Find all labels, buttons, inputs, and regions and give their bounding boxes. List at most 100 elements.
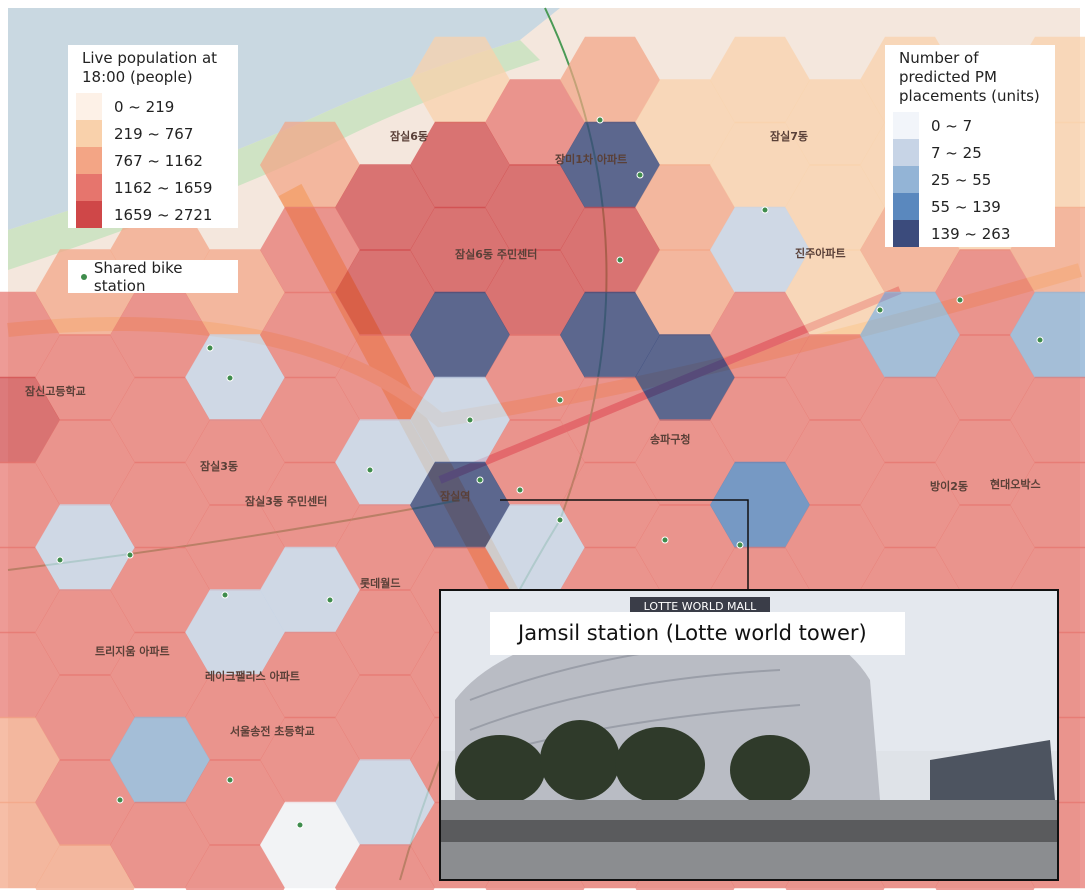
bike-station [876, 306, 884, 314]
bike-station [116, 796, 124, 804]
population-hex [35, 844, 135, 890]
population-hex [560, 206, 660, 294]
population-hex [485, 79, 585, 166]
bike-station [296, 821, 304, 829]
population-hex [635, 419, 735, 506]
pm-hex [410, 376, 510, 464]
place-label: 잠실6동 주민센터 [455, 247, 537, 261]
population-hex [935, 504, 1035, 591]
population-hex [710, 121, 810, 209]
legend-swatch [893, 193, 919, 220]
pm-hex [560, 121, 660, 209]
legend-item: 0 ~ 7 [885, 112, 1055, 139]
mall-sign-text: LOTTE WORLD MALL [644, 600, 758, 613]
population-hex [35, 334, 135, 421]
bike-stations [56, 116, 1044, 829]
pm-hex [710, 206, 810, 294]
pm-hex [35, 504, 135, 591]
callout-line [500, 499, 749, 590]
bike-station [206, 344, 214, 352]
place-labels: 잠실6동 잠실7동 잠실3동 방이2동 송파구청 잠실역 잠실3동 주민센터 잠… [25, 129, 1041, 738]
population-hex [110, 801, 210, 889]
bike-legend: Shared bike station [68, 259, 238, 295]
legend-label: 1162 ~ 1659 [114, 178, 213, 197]
pm-hex [335, 419, 435, 506]
bikes [441, 820, 1057, 842]
bike-station [56, 556, 64, 564]
place-label: 레이크팰리스 아파트 [205, 669, 300, 683]
legend-item: 1162 ~ 1659 [68, 174, 238, 201]
population-hex [710, 376, 810, 464]
legend-item: 25 ~ 55 [885, 166, 1055, 193]
population-hex [335, 249, 435, 336]
bike-legend-icon [81, 273, 87, 280]
bike-station [661, 536, 669, 544]
pm-hex [185, 589, 285, 676]
pm-hex [335, 759, 435, 846]
legend-label: 0 ~ 219 [114, 97, 175, 116]
population-hex [785, 334, 885, 421]
population-hex [110, 291, 210, 379]
population-hex [35, 419, 135, 506]
population-hex [0, 631, 60, 719]
bike-station [466, 416, 474, 424]
population-hex [335, 589, 435, 676]
place-label: 잠실3동 주민센터 [245, 494, 327, 508]
legend-label: 1659 ~ 2721 [114, 205, 213, 224]
population-hex [0, 801, 60, 889]
legend-item: 0 ~ 219 [68, 93, 238, 120]
place-label: 트리지움 아파트 [95, 644, 170, 658]
population-hex [335, 334, 435, 421]
population-hex [185, 674, 285, 761]
population-hex [485, 419, 585, 506]
legend-label: 219 ~ 767 [114, 124, 194, 143]
bike-station [366, 466, 374, 474]
pm-hex [410, 291, 510, 379]
pm-hex [410, 461, 510, 549]
legend-swatch [893, 139, 919, 166]
population-legend: Live population at 18:00 (people) 0 ~ 21… [68, 45, 238, 228]
population-hex [635, 79, 735, 166]
population-hex [260, 376, 360, 464]
population-hex [260, 631, 360, 719]
population-hex [0, 291, 60, 379]
legend-item: 55 ~ 139 [885, 193, 1055, 220]
bike-station [1036, 336, 1044, 344]
population-hex [35, 759, 135, 846]
bike-station [736, 541, 744, 549]
population-hex [185, 504, 285, 591]
population-hex [260, 121, 360, 209]
bike-station [761, 206, 769, 214]
population-hex [0, 461, 60, 549]
place-label: 방이2동 [930, 479, 968, 493]
population-hex [0, 716, 60, 804]
bike-station [221, 591, 229, 599]
legend-items: 0 ~ 219 219 ~ 767 767 ~ 1162 1162 ~ 1659 165… [68, 93, 238, 228]
pm-hex [560, 291, 660, 379]
pm-hex [260, 801, 360, 889]
bike-station [516, 486, 524, 494]
place-label: 잠실6동 [390, 129, 428, 143]
population-hex [335, 164, 435, 251]
trees [455, 720, 810, 805]
population-hex [635, 249, 735, 336]
population-hex [710, 36, 810, 124]
legend-swatch [76, 93, 102, 120]
population-hex [1010, 461, 1085, 549]
population-hex [35, 674, 135, 761]
population-hex [335, 504, 435, 591]
population-hex [35, 589, 135, 676]
legend-swatch [893, 112, 919, 139]
place-label: 현대오박스 [990, 477, 1041, 491]
population-hex [110, 376, 210, 464]
bike-station [556, 516, 564, 524]
population-hex [785, 419, 885, 506]
bike-station [616, 256, 624, 264]
place-label: 서울송전 초등학교 [230, 724, 315, 738]
bike-station [226, 374, 234, 382]
population-hex [260, 716, 360, 804]
population-hex [485, 249, 585, 336]
population-hex [785, 249, 885, 336]
mall-sign [630, 597, 770, 615]
